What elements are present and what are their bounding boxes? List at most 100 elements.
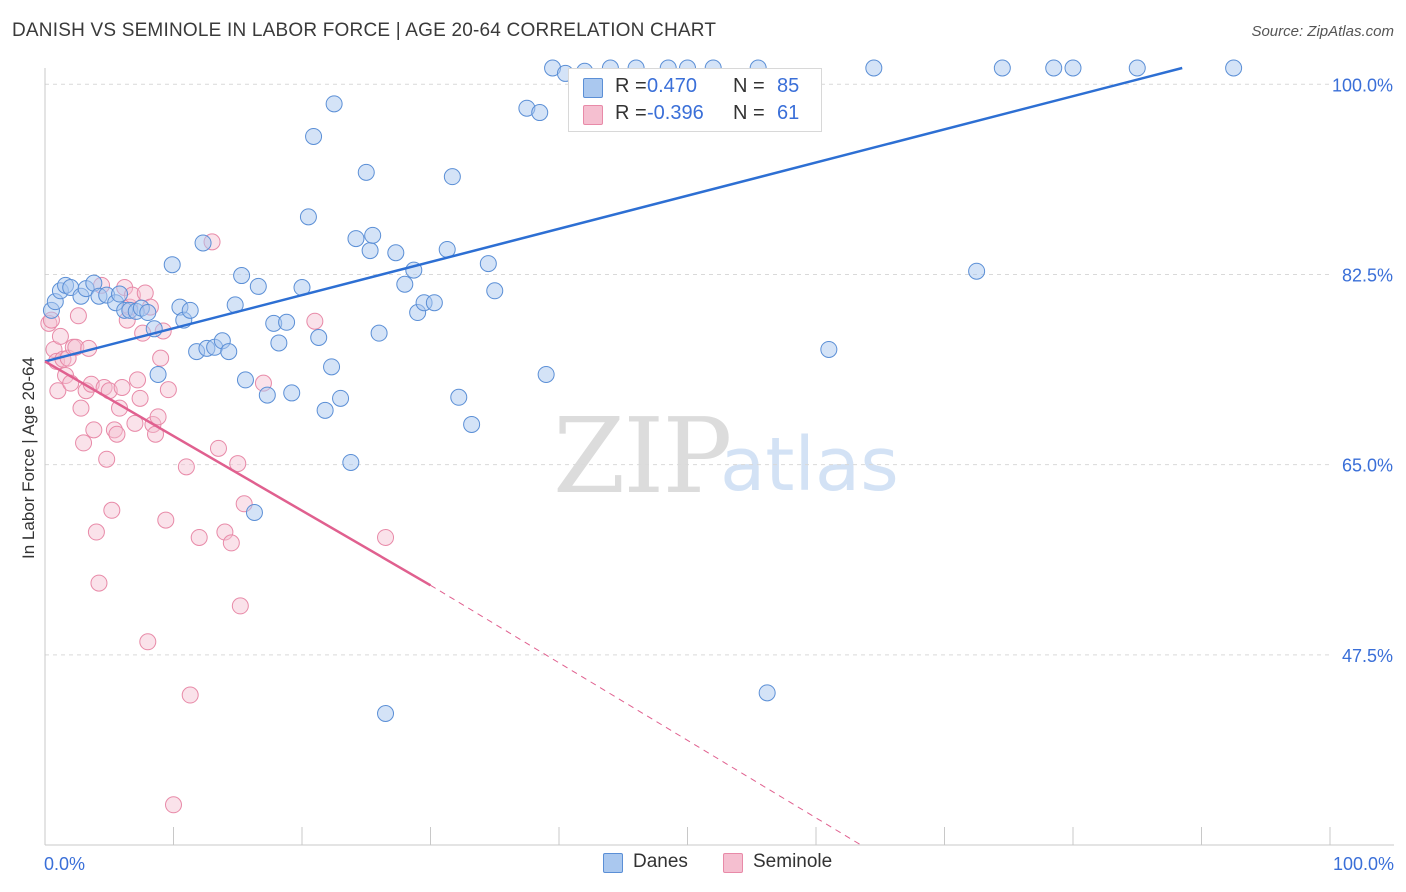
- watermark-zip: ZIP: [553, 395, 732, 517]
- danes-point: [325, 95, 343, 113]
- danes-point: [370, 324, 388, 342]
- danes-point: [364, 226, 382, 244]
- seminole-point: [87, 523, 105, 541]
- x-tick-label: 0.0%: [44, 854, 85, 874]
- seminole-point: [165, 796, 182, 814]
- seminole-point: [222, 534, 240, 552]
- seminole-point: [216, 523, 234, 541]
- seminole-point: [177, 458, 195, 476]
- y-tick-label: 100.0%: [1332, 75, 1393, 95]
- danes-point: [347, 230, 365, 248]
- y-tick-label: 82.5%: [1342, 265, 1393, 285]
- danes-point: [310, 329, 328, 347]
- danes-point: [531, 104, 549, 122]
- seminole-point: [152, 349, 170, 367]
- danes-point: [1225, 59, 1243, 77]
- danes-point: [163, 256, 181, 274]
- danes-point: [111, 285, 129, 303]
- danes-swatch: [583, 78, 603, 98]
- seminole-point: [377, 528, 395, 546]
- y-axis-label: In Labor Force | Age 20-64: [19, 357, 38, 559]
- danes-point: [387, 244, 405, 262]
- seminole-legend-label: Seminole: [753, 851, 833, 872]
- seminole-point: [75, 434, 93, 452]
- danes-point: [342, 453, 360, 471]
- danes-point: [233, 267, 251, 285]
- danes-n-label: N =: [733, 75, 765, 97]
- seminole-n-label: N =: [733, 102, 765, 124]
- seminole-point: [85, 421, 103, 439]
- seminole-trend-line: [44, 360, 432, 587]
- danes-point: [323, 358, 341, 376]
- danes-point: [332, 389, 350, 407]
- seminole-trend-extension: [430, 584, 862, 846]
- danes-point: [181, 301, 199, 319]
- seminole-point: [136, 284, 154, 302]
- seminole-point: [49, 382, 67, 400]
- seminole-point: [72, 399, 90, 417]
- seminole-point: [98, 450, 116, 468]
- seminole-point: [108, 425, 126, 443]
- danes-point: [820, 340, 838, 358]
- source-credit: Source: ZipAtlas.com: [1251, 23, 1394, 40]
- seminole-point: [181, 686, 199, 704]
- danes-n-value: 85: [777, 75, 800, 97]
- seminole-n-value: 61: [777, 102, 800, 124]
- danes-point: [305, 127, 323, 145]
- danes-legend-label: Danes: [633, 851, 688, 872]
- seminole-point: [69, 307, 87, 325]
- y-tick-label: 47.5%: [1342, 646, 1393, 666]
- danes-point: [1045, 59, 1063, 77]
- danes-point: [537, 365, 555, 383]
- seminole-point: [157, 511, 175, 529]
- seminole-point: [131, 389, 149, 407]
- danes-point: [479, 255, 497, 273]
- x-tick-label: 100.0%: [1333, 854, 1394, 874]
- danes-point: [149, 365, 167, 383]
- danes-point: [278, 313, 296, 331]
- seminole-r-value: -0.396: [647, 102, 704, 124]
- seminole-point: [149, 408, 167, 426]
- danes-point: [463, 415, 481, 433]
- seminole-point: [190, 528, 208, 546]
- seminole-point: [103, 501, 121, 519]
- danes-point: [258, 386, 276, 404]
- danes-point: [443, 168, 461, 186]
- danes-point: [450, 388, 468, 406]
- danes-point: [993, 59, 1011, 77]
- danes-point: [316, 401, 334, 419]
- seminole-point: [126, 414, 144, 432]
- danes-point: [425, 294, 443, 312]
- seminole-point: [209, 439, 227, 457]
- danes-point: [1128, 59, 1146, 77]
- seminole-point: [129, 371, 147, 389]
- danes-point: [1064, 59, 1082, 77]
- seminole-point: [229, 455, 247, 473]
- danes-trend-line: [44, 66, 1183, 363]
- seminole-swatch: [583, 105, 603, 125]
- danes-point: [270, 334, 288, 352]
- danes-legend-swatch: [603, 853, 623, 873]
- danes-point: [396, 275, 414, 293]
- danes-point: [249, 277, 267, 295]
- seminole-point: [113, 378, 131, 396]
- y-tick-label: 65.0%: [1342, 456, 1393, 476]
- seminole-point: [231, 597, 249, 615]
- seminole-point: [90, 574, 108, 592]
- danes-point: [377, 705, 395, 723]
- seminole-point: [306, 312, 324, 330]
- seminole-r-label: R =: [615, 102, 647, 124]
- danes-r-value: 0.470: [647, 75, 698, 97]
- danes-r-label: R =: [615, 75, 647, 97]
- danes-point: [194, 234, 212, 252]
- seminole-point: [159, 381, 177, 399]
- seminole-legend-swatch: [723, 853, 743, 873]
- danes-point: [361, 242, 379, 260]
- danes-point: [865, 59, 883, 77]
- danes-point: [245, 503, 263, 521]
- danes-point: [486, 282, 504, 300]
- danes-point: [220, 343, 238, 361]
- danes-point: [236, 371, 254, 389]
- danes-point: [139, 304, 157, 322]
- danes-point: [283, 384, 301, 402]
